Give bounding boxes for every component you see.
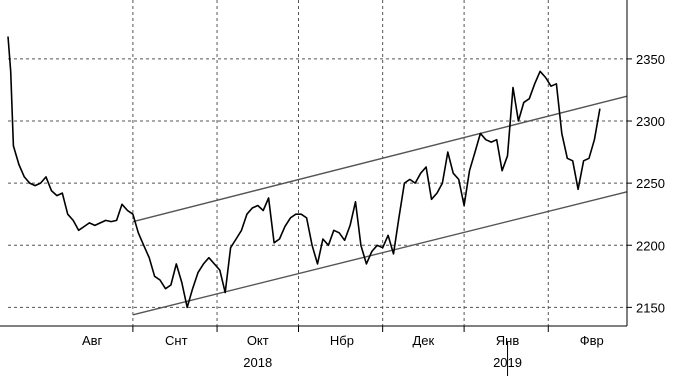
axes <box>0 0 632 376</box>
x-tick-label: Дек <box>413 333 435 348</box>
x-tick-label: Окт <box>247 333 269 348</box>
y-tick-label: 2200 <box>636 238 665 253</box>
grid <box>8 0 627 326</box>
x-tick-label: Нбр <box>330 333 354 348</box>
trend-channel <box>132 95 628 316</box>
price-series <box>7 36 601 309</box>
y-tick-label: 2150 <box>636 300 665 315</box>
tick-labels: 2150 2200 2250 2300 2350 Авг Снт Окт Нбр Дек Янв Фв… <box>82 52 665 370</box>
y-tick-label: 2350 <box>636 52 665 67</box>
x-tick-label: Фвр <box>580 333 604 348</box>
year-label: 2018 <box>243 355 272 370</box>
channel-lower-line <box>132 191 628 316</box>
channel-upper-line <box>132 95 628 223</box>
y-tick-label: 2300 <box>636 114 665 129</box>
y-tick-label: 2250 <box>636 176 665 191</box>
x-tick-label: Янв <box>496 333 520 348</box>
series-line <box>7 36 601 309</box>
x-tick-label: Авг <box>82 333 103 348</box>
x-tick-label: Снт <box>165 333 188 348</box>
year-label: 2019 <box>493 355 522 370</box>
